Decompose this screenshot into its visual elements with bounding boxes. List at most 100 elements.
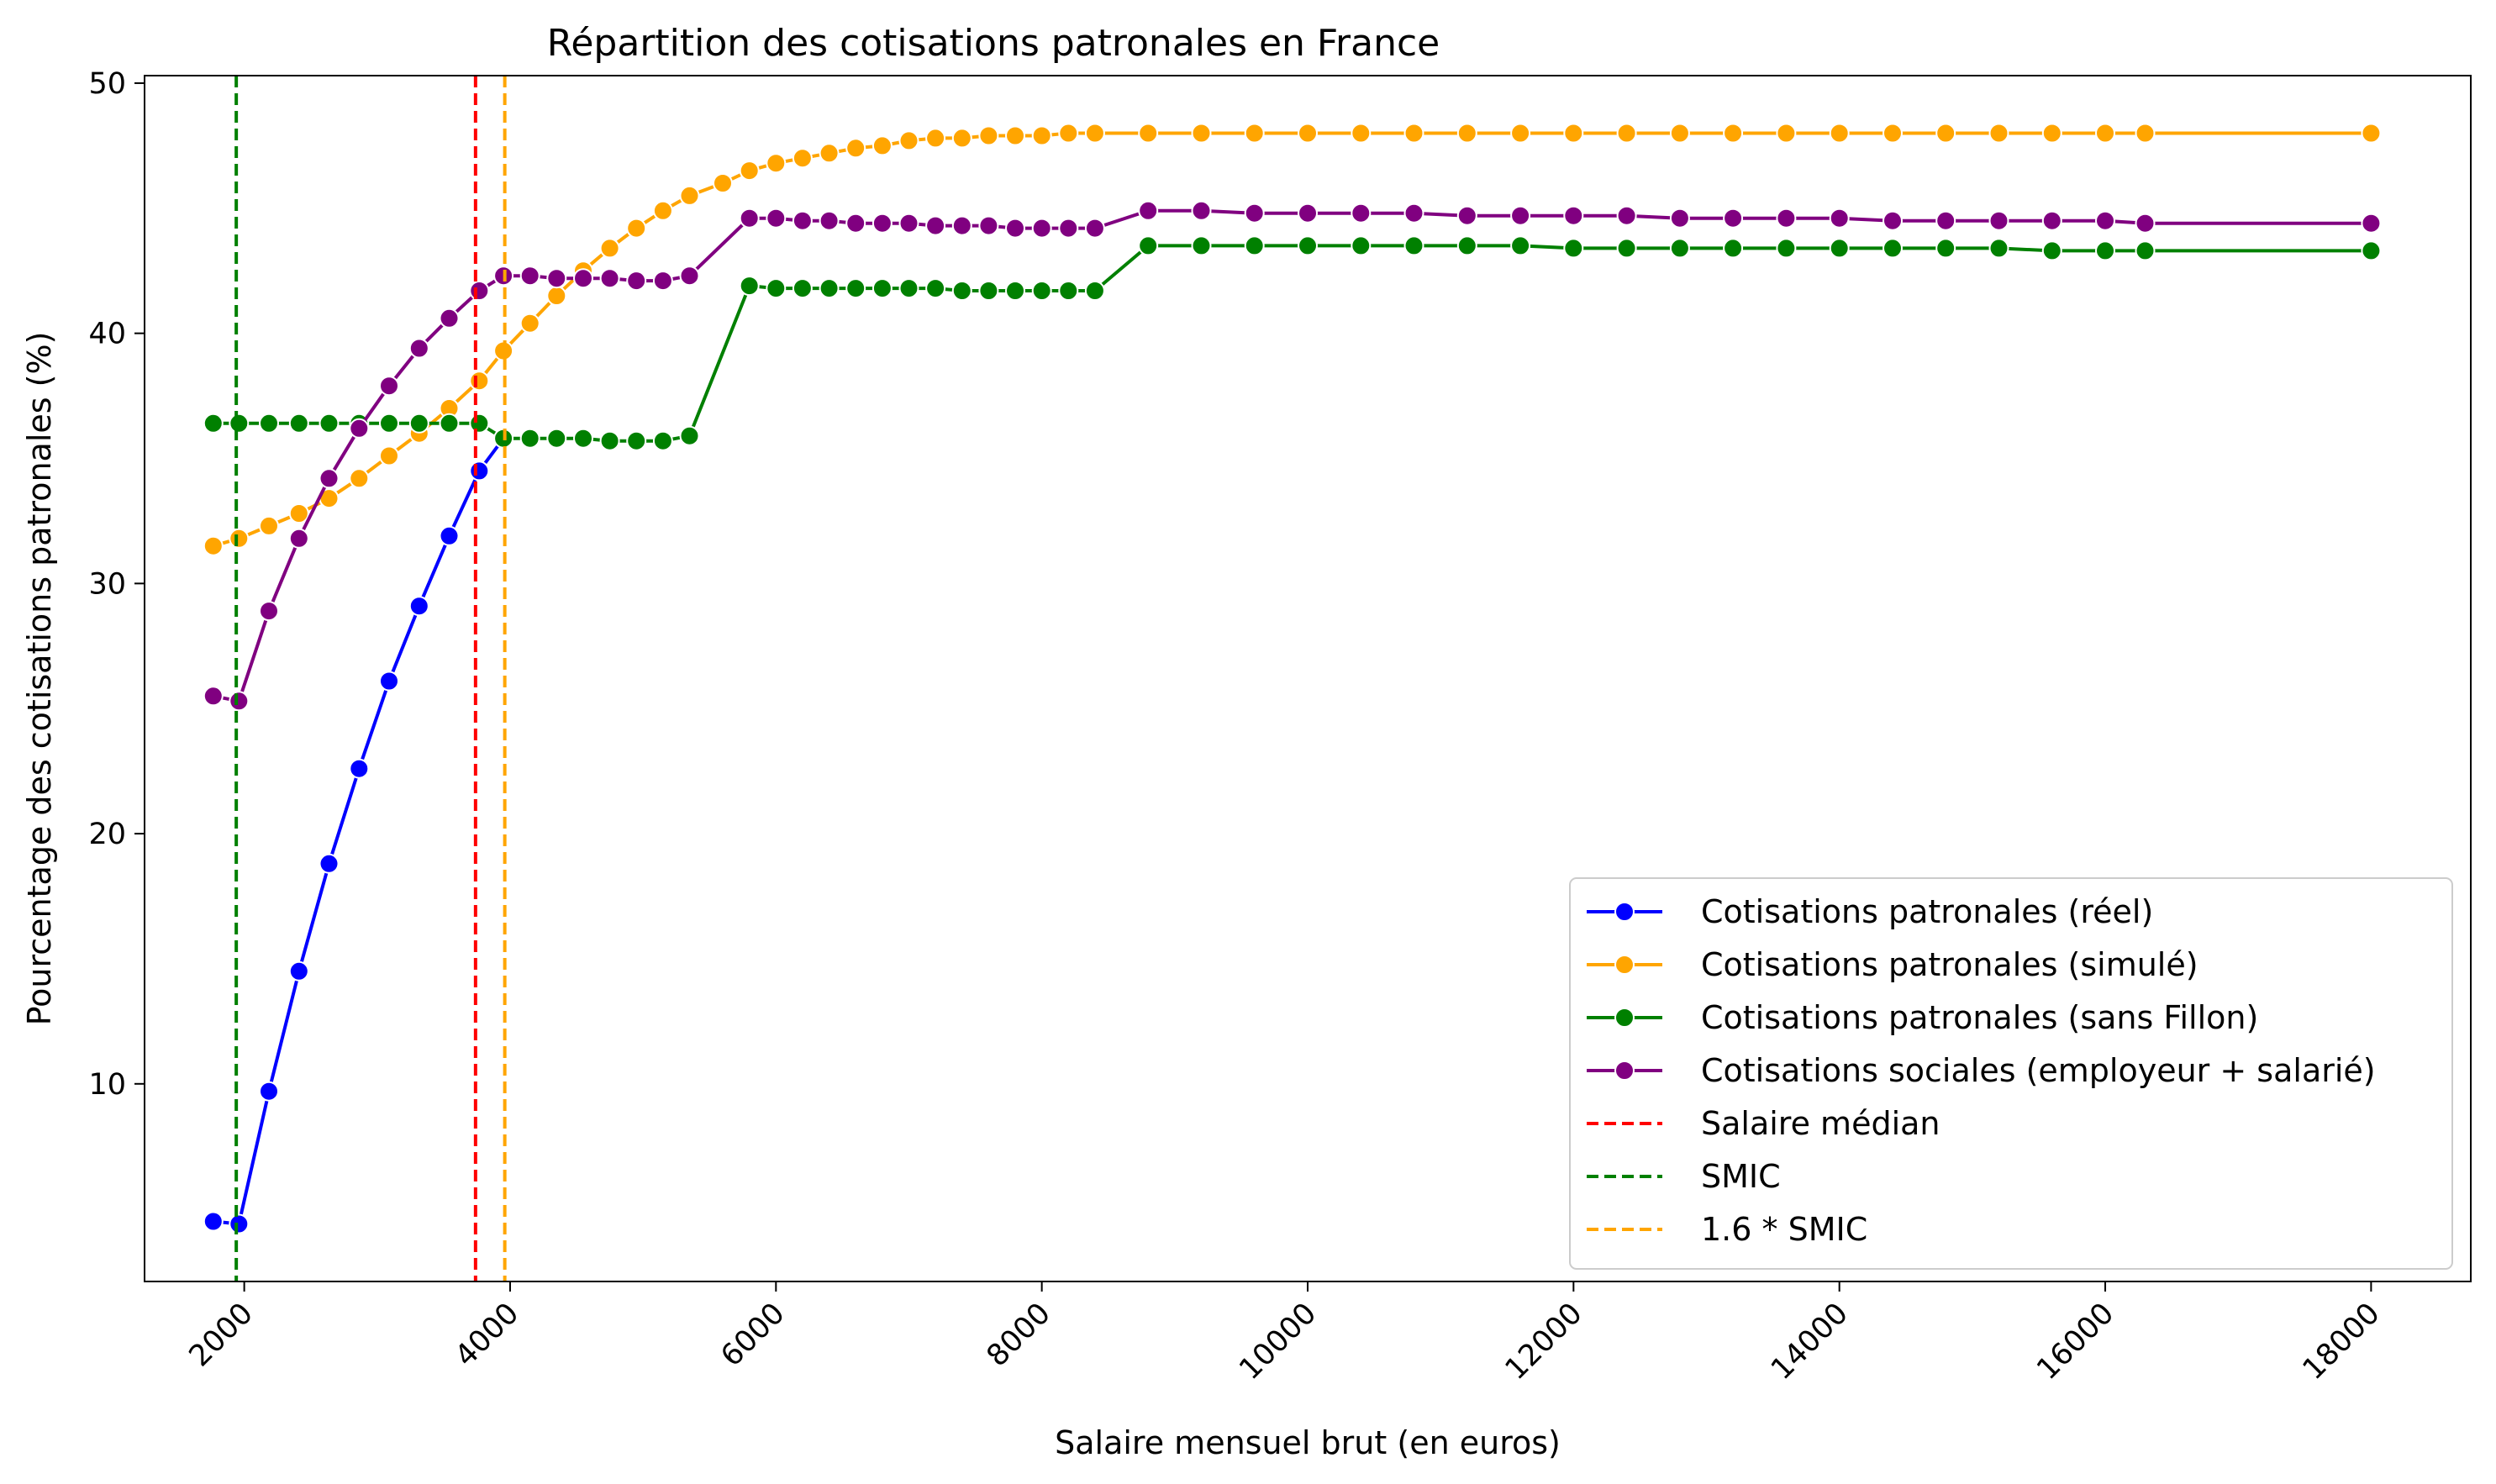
data-point <box>1244 203 1265 224</box>
y-tick-label: 10 <box>88 1068 126 1102</box>
data-point <box>871 213 893 234</box>
legend-label: 1.6 * SMIC <box>1701 1211 1867 1248</box>
legend-label: Cotisations patronales (réel) <box>1701 893 2153 930</box>
data-point <box>1669 238 1690 259</box>
data-point <box>1563 123 1584 144</box>
data-point <box>739 276 760 297</box>
data-point <box>819 210 840 231</box>
data-point <box>349 758 370 779</box>
data-point <box>1456 123 1477 144</box>
data-point <box>713 173 733 193</box>
y-tick-label: 20 <box>88 818 126 851</box>
data-point <box>203 1211 224 1232</box>
series-line <box>213 131 2372 548</box>
data-point <box>288 528 309 549</box>
series-cotisations-patronales-simule <box>203 123 2382 556</box>
legend-item-1-6-smic: 1.6 * SMIC <box>1587 1211 1867 1248</box>
data-point <box>2361 213 2382 234</box>
data-point <box>1776 238 1797 259</box>
data-point <box>349 468 370 489</box>
data-point <box>1776 123 1797 144</box>
data-point <box>1298 203 1318 224</box>
legend-label: Cotisations patronales (simulé) <box>1701 946 2198 983</box>
data-point <box>1084 123 1105 144</box>
data-point <box>652 271 673 292</box>
legend-marker <box>1614 1008 1635 1028</box>
y-tick-label: 40 <box>88 318 126 351</box>
data-point <box>1403 235 1424 256</box>
data-point <box>1191 235 1212 256</box>
data-point <box>259 1081 279 1102</box>
data-point <box>626 430 647 451</box>
data-point <box>1351 235 1372 256</box>
data-point <box>2361 123 2382 144</box>
data-point <box>229 528 250 549</box>
data-point <box>1456 235 1477 256</box>
data-point <box>1776 208 1797 229</box>
data-point <box>1510 235 1531 256</box>
data-point <box>1563 205 1584 226</box>
data-point <box>1298 235 1318 256</box>
data-point <box>379 376 399 397</box>
y-tick-label: 50 <box>88 67 126 101</box>
x-axis: 2000 4000 6000 8000 10000 12000 14000 16000 1800… <box>183 1281 2387 1387</box>
data-point <box>1935 238 1956 259</box>
data-point <box>1883 123 1903 144</box>
legend-item-cotisations-patronales-reel: Cotisations patronales (réel) <box>1587 893 2153 930</box>
data-point <box>439 525 460 546</box>
series-cotisations-patronales-sans-fillon <box>203 235 2382 451</box>
data-point <box>951 281 972 301</box>
data-point <box>546 286 567 306</box>
plot-area <box>203 76 2382 1281</box>
data-point <box>546 268 567 289</box>
data-point <box>1138 235 1159 256</box>
data-point <box>1563 238 1584 259</box>
data-point <box>766 153 787 174</box>
series-cotisations-patronales-reel <box>203 428 514 1234</box>
data-point <box>871 278 893 299</box>
data-point <box>229 1213 250 1234</box>
data-point <box>1084 281 1105 301</box>
data-point <box>599 430 620 451</box>
legend-marker <box>1614 1060 1635 1081</box>
data-point <box>626 271 647 292</box>
x-tick-label: 16000 <box>2030 1297 2120 1387</box>
data-point <box>1723 123 1744 144</box>
x-axis-label: Salaire mensuel brut (en euros) <box>1055 1424 1561 1461</box>
x-tick-label: 2000 <box>183 1297 260 1373</box>
x-tick-label: 4000 <box>449 1297 525 1373</box>
data-point <box>845 138 866 159</box>
data-point <box>1988 123 2009 144</box>
data-point <box>2041 123 2062 144</box>
data-point <box>1988 238 2009 259</box>
data-point <box>925 215 946 236</box>
data-point <box>898 278 919 299</box>
data-point <box>573 428 593 449</box>
data-point <box>1244 123 1265 144</box>
chart-title: Répartition des cotisations patronales e… <box>547 22 1440 65</box>
data-point <box>739 161 760 182</box>
data-point <box>845 278 866 299</box>
data-point <box>288 413 309 434</box>
data-point <box>319 853 340 874</box>
data-point <box>469 460 490 482</box>
data-point <box>819 278 840 299</box>
data-point <box>1031 218 1052 239</box>
data-point <box>1084 218 1105 239</box>
series-cotisations-sociales-employeur-salarie <box>203 200 2382 712</box>
data-point <box>1510 123 1531 144</box>
data-point <box>408 596 429 617</box>
data-point <box>2095 123 2115 144</box>
data-point <box>2135 240 2156 261</box>
data-point <box>679 425 700 446</box>
data-point <box>978 215 999 236</box>
x-tick-label: 18000 <box>2297 1297 2387 1387</box>
data-point <box>519 313 540 334</box>
data-point <box>1031 281 1052 301</box>
data-point <box>203 686 224 707</box>
data-point <box>951 215 972 236</box>
data-point <box>469 413 490 434</box>
legend-label: Salaire médian <box>1701 1105 1940 1142</box>
data-point <box>679 266 700 287</box>
